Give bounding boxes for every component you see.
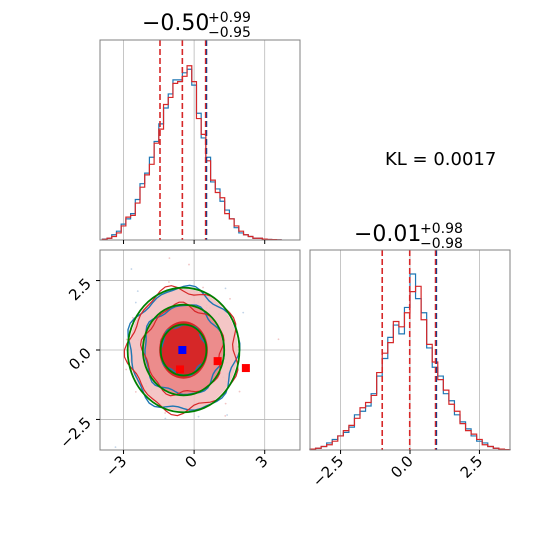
scatter-point bbox=[130, 268, 133, 270]
scatter-point bbox=[197, 415, 200, 418]
scatter-point bbox=[224, 402, 227, 405]
hist-param-1-title: −0.01 +0.98 −0.98 bbox=[354, 221, 463, 252]
marker-b bbox=[241, 364, 250, 373]
scatter-point bbox=[134, 390, 137, 393]
title-minus-0: −0.95 bbox=[208, 25, 251, 41]
scatter-point bbox=[224, 414, 227, 417]
y-tick-label: −2.5 bbox=[56, 414, 94, 452]
hist-series-b bbox=[101, 65, 282, 241]
scatter-2d-panel: −3 0 3 −2.5 0.0 2.5 bbox=[56, 249, 301, 480]
scatter-point bbox=[125, 368, 128, 371]
x-tick-label: −2.5 bbox=[309, 452, 347, 490]
x-tick-label: 0.0 bbox=[387, 452, 417, 482]
hist-param-0-panel bbox=[99, 39, 301, 244]
scatter-point bbox=[125, 338, 128, 341]
x-tick-label: 0 bbox=[181, 452, 200, 471]
y-tick-label: 0.0 bbox=[65, 344, 95, 374]
title-minus-1: −0.98 bbox=[420, 236, 463, 252]
x-tick-label: −3 bbox=[102, 452, 130, 480]
scatter-point bbox=[188, 263, 190, 266]
scatter-point bbox=[242, 311, 245, 314]
scatter-point bbox=[164, 412, 167, 414]
x-tick-label: 2.5 bbox=[457, 452, 487, 482]
hist-series-b bbox=[309, 285, 511, 451]
title-median-1: −0.01 bbox=[354, 222, 421, 247]
scatter-point bbox=[134, 301, 137, 304]
y-tick-label: 2.5 bbox=[65, 275, 95, 305]
title-plus-1: +0.98 bbox=[420, 221, 463, 237]
title-median-0: −0.50 bbox=[142, 11, 209, 36]
marker-b bbox=[213, 357, 222, 366]
hist-series-a bbox=[101, 68, 282, 241]
contour-smooth bbox=[126, 286, 241, 414]
scatter-point bbox=[277, 338, 280, 341]
panel-frame bbox=[99, 39, 301, 241]
scatter-point bbox=[131, 316, 134, 319]
scatter-point bbox=[224, 287, 227, 290]
kl-label: KL = 0.0017 bbox=[385, 149, 496, 170]
x-tick-label: 3 bbox=[252, 452, 271, 471]
contour-smooth bbox=[159, 323, 208, 377]
scatter-point bbox=[164, 417, 167, 420]
scatter-point bbox=[168, 257, 171, 259]
scatter-point bbox=[238, 390, 241, 393]
hist-param-1-panel: −2.5 0.0 2.5 bbox=[309, 249, 511, 491]
scatter-point bbox=[136, 290, 139, 293]
scatter-point bbox=[202, 286, 204, 289]
scatter-point bbox=[226, 414, 229, 416]
scatter-point bbox=[168, 281, 170, 283]
contour-smooth bbox=[141, 303, 226, 397]
hist-param-0-title: −0.50 +0.99 −0.95 bbox=[142, 10, 251, 41]
marker-a bbox=[178, 346, 187, 354]
marker-b bbox=[176, 365, 184, 374]
scatter-point bbox=[114, 446, 117, 448]
scatter-point bbox=[229, 297, 231, 300]
title-plus-0: +0.99 bbox=[208, 10, 251, 26]
